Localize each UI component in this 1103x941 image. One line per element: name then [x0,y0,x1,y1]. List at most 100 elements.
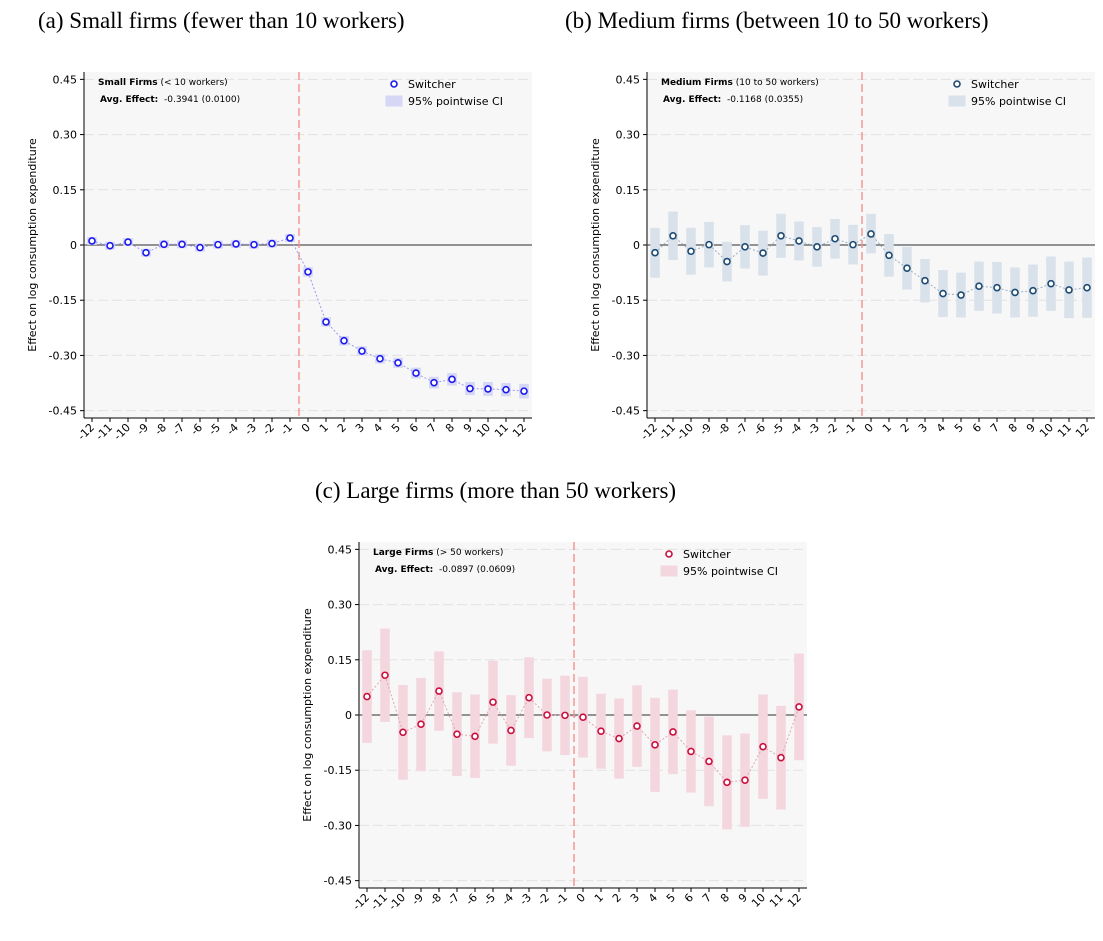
info-title-rest: (> 50 workers) [433,548,503,558]
data-point [741,243,749,251]
x-tick-label: 5 [952,421,966,435]
y-tick-label: -0.45 [49,405,77,418]
x-tick-label: -6 [188,421,205,438]
x-tick-label: -5 [206,421,223,438]
x-tick-label: 3 [353,421,367,435]
data-point [214,240,222,249]
x-tick-label: -1 [278,421,295,438]
panel-c-title: (c) Large firms (more than 50 workers) [315,478,677,503]
x-tick-label: -3 [517,891,534,908]
legend-marker-switcher [665,550,673,558]
data-point [448,375,456,384]
data-point [669,231,677,240]
x-tick-label: -10 [674,421,696,443]
x-tick-label: -8 [152,421,169,438]
data-point [759,249,767,257]
x-tick-label: -3 [805,421,822,438]
x-tick-label: 2 [610,891,624,905]
avg-effect-bold: Avg. Effect: [375,565,433,575]
y-tick-label: -0.45 [324,875,352,888]
x-tick-label: 6 [407,421,421,435]
x-tick-label: 7 [425,421,439,435]
data-point [502,385,510,394]
x-tick-label: -3 [242,421,259,438]
x-tick-label: -9 [409,891,426,908]
x-tick-label: -10 [386,891,408,913]
data-point [88,237,96,245]
y-tick-label: -0.30 [49,349,77,362]
avg-effect-bold: Avg. Effect: [663,95,721,105]
x-tick-label: -6 [463,891,480,908]
data-point [268,239,276,248]
data-point [466,384,474,393]
x-tick-label: 5 [664,891,678,905]
x-tick-label: -4 [787,421,804,438]
x-tick-label: -1 [553,891,570,908]
x-tick-label: 12 [1073,421,1092,440]
data-point [322,318,330,326]
data-point [358,347,366,355]
data-point [975,282,983,291]
data-point [777,231,785,240]
x-tick-label: 4 [371,421,385,435]
y-tick-label: -0.30 [612,349,640,362]
y-tick-label: 0.15 [328,654,353,667]
data-point [921,276,929,285]
x-tick-label: -4 [224,421,241,438]
data-point [520,387,528,395]
y-tick-label: -0.15 [324,764,352,777]
x-tick-label: 11 [1055,421,1074,440]
data-point [142,248,150,257]
legend-label-switcher: Switcher [408,78,456,91]
legend-label-ci: 95% pointwise CI [408,95,503,108]
x-tick-label: -7 [445,891,462,908]
x-tick-label: -9 [134,421,151,438]
avg-effect: Avg. Effect: -0.0897 (0.0609) [375,565,515,575]
data-point [615,734,623,743]
x-tick-label: 7 [988,421,1002,435]
info-title: Small Firms (< 10 workers) [98,78,228,88]
x-tick-label: 8 [718,891,732,905]
x-tick-label: -7 [170,421,187,438]
data-point [525,693,533,702]
panel-b-title: (b) Medium firms (between 10 to 50 worke… [565,8,989,33]
y-tick-label: 0.30 [616,129,641,142]
data-point [1047,279,1055,288]
data-point [795,237,803,245]
y-axis-label: Effect on log consumption expenditure [26,138,39,352]
x-tick-label: 1 [317,421,331,435]
avg-effect: Avg. Effect: -0.1168 (0.0355) [663,95,803,105]
data-point [399,728,407,737]
chart-small-firms: 0.450.300.150-0.15-0.30-0.45-12-11-10 -9-… [26,72,532,443]
x-tick-label: -10 [111,421,133,443]
avg-effect-bold: Avg. Effect: [100,95,158,105]
legend-label-switcher: Switcher [971,78,1019,91]
x-tick-label: 4 [934,421,948,435]
data-point [304,268,312,276]
x-tick-label: -9 [697,421,714,438]
data-point [412,369,420,377]
data-point [741,776,749,784]
data-point [759,742,767,751]
data-point [705,757,713,766]
legend-marker-ci [385,95,403,107]
data-point [579,713,587,722]
data-point [507,726,515,735]
data-point [885,251,893,260]
data-point [669,728,677,736]
x-tick-label: -2 [823,421,840,438]
data-point [777,753,785,762]
x-tick-label: 1 [592,891,606,905]
chart-medium-firms: 0.450.300.150-0.15-0.30-0.45-12-11-10 -9-… [589,72,1095,443]
data-point [687,247,695,256]
y-tick-label: 0 [633,239,640,252]
data-point [417,720,425,729]
data-point [232,240,240,248]
x-tick-label: -2 [535,891,552,908]
legend-label-switcher: Switcher [683,548,731,561]
x-tick-label: 3 [916,421,930,435]
data-point [394,358,402,367]
data-point [723,778,731,787]
data-point [381,671,389,680]
data-point [471,732,479,741]
